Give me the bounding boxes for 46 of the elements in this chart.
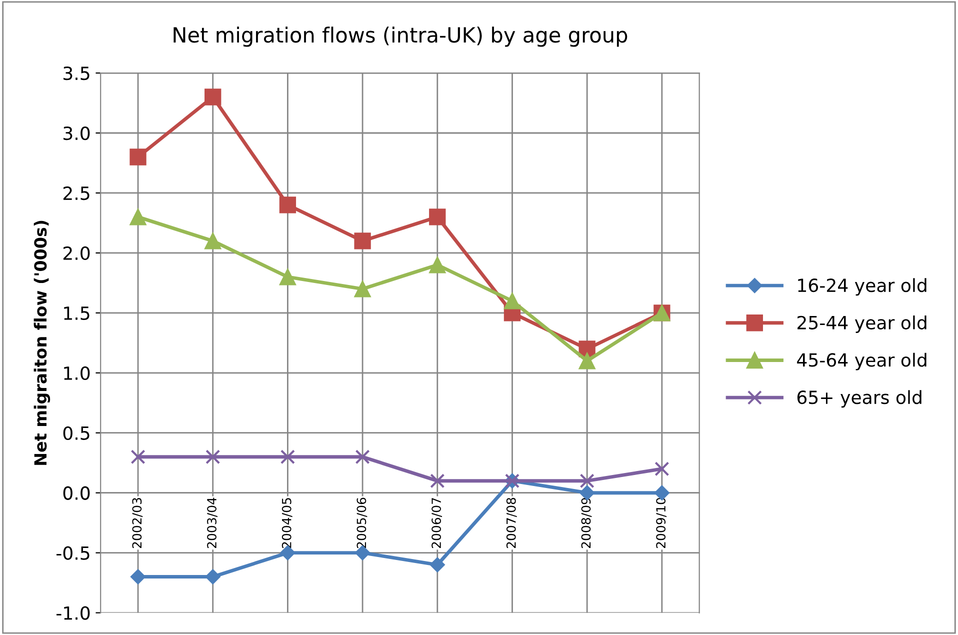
y-tick-label: -0.5 <box>56 546 90 560</box>
point <box>504 292 521 310</box>
point <box>429 256 446 274</box>
x-tick-label: 2003/04 <box>207 498 218 548</box>
point <box>354 280 371 298</box>
x-tick-label: 2002/03 <box>132 498 143 548</box>
point <box>354 232 371 250</box>
chart-title: Net migration flows (intra-UK) by age group <box>174 26 628 47</box>
point <box>430 557 445 572</box>
x-tick-label: 2009/10 <box>656 498 667 548</box>
y-tick-label: 2.0 <box>63 246 90 260</box>
point <box>578 352 596 370</box>
point <box>130 450 146 464</box>
y-tick-label: 2.5 <box>63 186 90 200</box>
point <box>204 232 222 250</box>
x-tick-label: 2005/06 <box>356 498 368 548</box>
y-axis-title: Net migraiton flow ('000s) <box>34 220 50 465</box>
y-tick-label: 1.0 <box>64 366 90 380</box>
y-tick-label: 1.5 <box>64 306 90 320</box>
y-tick-label: 3.0 <box>64 126 90 140</box>
point <box>130 208 146 226</box>
x-tick-label: 2008/09 <box>581 498 592 548</box>
point <box>206 450 220 464</box>
y-tick-label: 0.0 <box>63 486 90 500</box>
point <box>279 268 296 286</box>
point <box>280 450 295 464</box>
legend-label: 25-44 year old <box>798 315 926 333</box>
point <box>205 569 220 584</box>
x-tick-label: 2006/07 <box>432 498 442 548</box>
point <box>580 474 594 488</box>
legend-label: 45-64 year old <box>797 352 926 370</box>
point <box>355 450 370 464</box>
point <box>204 88 222 106</box>
y-tick-label: -1.0 <box>56 606 90 620</box>
point <box>130 569 146 584</box>
point <box>130 148 146 166</box>
point <box>654 462 670 476</box>
legend-label: 16-24 year old <box>798 278 926 296</box>
x-tick-label: 2007/08 <box>506 498 517 548</box>
legend-label: 65+ years old <box>797 390 922 408</box>
point <box>430 474 445 488</box>
y-tick-label: 0.5 <box>63 426 90 440</box>
y-tick-label: 3.5 <box>64 66 90 80</box>
x-tick-label: 2004/05 <box>282 498 292 548</box>
point <box>429 208 446 226</box>
point <box>279 196 296 214</box>
